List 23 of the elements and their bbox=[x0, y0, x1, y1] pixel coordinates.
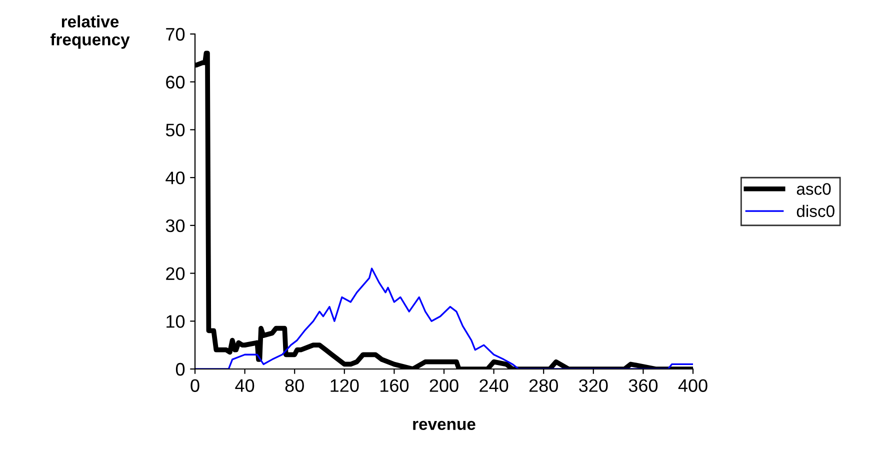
x-tick-label: 280 bbox=[529, 379, 558, 392]
x-tick-label: 240 bbox=[480, 379, 508, 392]
x-tick-label: 40 bbox=[235, 379, 254, 392]
y-axis-title: relative frequency bbox=[50, 15, 130, 49]
y-tick-label: 20 bbox=[166, 267, 185, 280]
y-tick-label: 30 bbox=[166, 219, 185, 232]
x-tick-label: 120 bbox=[330, 379, 359, 392]
x-tick-label: 400 bbox=[678, 379, 708, 392]
y-tick-label: 0 bbox=[176, 362, 185, 376]
y-tick-label: 60 bbox=[166, 76, 185, 89]
y-tick-label: 50 bbox=[166, 124, 185, 136]
x-tick-label: 320 bbox=[579, 379, 608, 392]
y-tick-label: 10 bbox=[166, 315, 185, 328]
x-tick-label: 0 bbox=[190, 379, 200, 392]
legend-label: asc0 bbox=[796, 183, 831, 195]
x-tick-label: 80 bbox=[285, 379, 304, 392]
x-tick-label: 360 bbox=[628, 379, 658, 392]
x-tick-label: 160 bbox=[380, 379, 409, 392]
legend-label: disc0 bbox=[796, 204, 834, 218]
x-tick-label: 200 bbox=[430, 379, 458, 392]
x-axis-title: revenue bbox=[413, 420, 476, 430]
y-tick-label: 40 bbox=[166, 172, 185, 184]
y-tick-label: 70 bbox=[166, 28, 185, 41]
